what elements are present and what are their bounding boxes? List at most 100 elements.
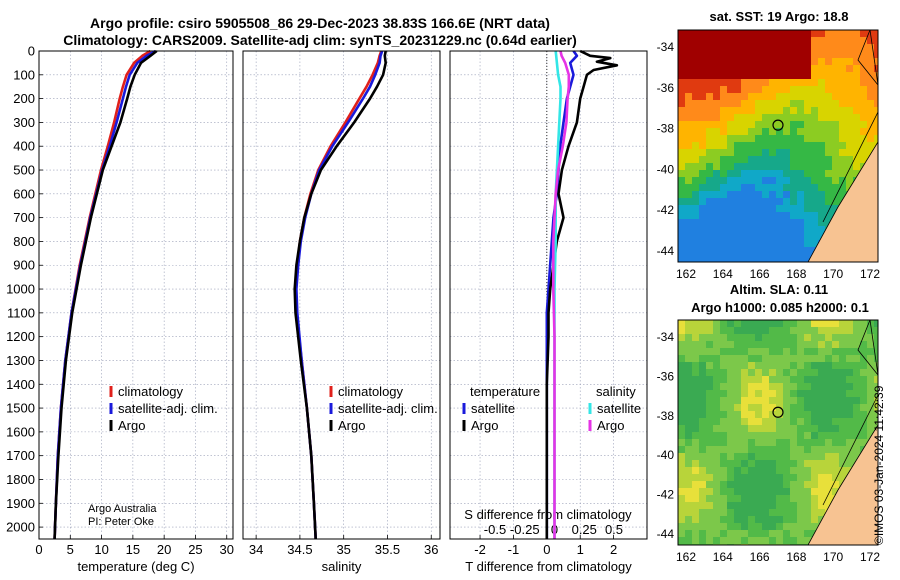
map-cell — [860, 51, 868, 59]
map-cell — [713, 334, 721, 342]
map-cell — [699, 205, 707, 213]
map-cell — [874, 93, 878, 101]
map-cell — [685, 362, 693, 370]
map-cell — [720, 247, 728, 255]
map-cell — [741, 481, 749, 489]
map-cell — [825, 404, 833, 412]
map-cell — [713, 51, 721, 59]
map-cell — [776, 495, 784, 503]
map-cell — [748, 376, 756, 384]
map-cell — [860, 362, 868, 370]
map-y-tick-label: -40 — [657, 162, 675, 176]
map-cell — [797, 247, 805, 255]
map-cell — [727, 432, 735, 440]
map-cell — [692, 467, 700, 475]
map-cell — [720, 72, 728, 80]
map-cell — [804, 198, 812, 206]
map-cell — [853, 355, 861, 363]
map-cell — [804, 128, 812, 136]
map-cell — [748, 233, 756, 241]
map-x-tick-label: 166 — [750, 550, 770, 564]
map-cell — [720, 488, 728, 496]
map-cell — [818, 44, 826, 52]
map-cell — [783, 93, 791, 101]
map-cell — [769, 135, 777, 143]
map-cell — [776, 425, 784, 433]
map-cell — [825, 369, 833, 377]
map-cell — [706, 432, 714, 440]
map-cell — [839, 44, 847, 52]
map-cell — [706, 530, 714, 538]
map-cell — [692, 254, 700, 262]
map-cell — [748, 65, 756, 73]
map-cell — [678, 348, 686, 356]
map-cell — [804, 404, 812, 412]
map-cell — [678, 205, 686, 213]
map-cell — [755, 474, 763, 482]
map-cell — [783, 44, 791, 52]
map-cell — [685, 121, 693, 129]
map-cell — [832, 142, 840, 150]
map-cell — [846, 453, 854, 461]
map-cell — [797, 362, 805, 370]
map-cell — [846, 320, 854, 328]
map-cell — [867, 128, 875, 136]
map-cell — [699, 233, 707, 241]
map-cell — [818, 93, 826, 101]
map-cell — [734, 404, 742, 412]
map-cell — [874, 334, 878, 342]
map-cell — [685, 327, 693, 335]
map-cell — [678, 79, 686, 87]
map-cell — [713, 411, 721, 419]
map-cell — [797, 488, 805, 496]
map-cell — [734, 425, 742, 433]
map-cell — [706, 397, 714, 405]
map-cell — [790, 156, 798, 164]
map-cell — [727, 355, 735, 363]
map-cell — [867, 86, 875, 94]
map-cell — [720, 212, 728, 220]
map-cell — [797, 72, 805, 80]
map-cell — [755, 362, 763, 370]
map-cell — [706, 191, 714, 199]
map-cell — [797, 390, 805, 398]
map-cell — [699, 411, 707, 419]
map-cell — [692, 432, 700, 440]
map-cell — [804, 205, 812, 213]
map-cell — [755, 79, 763, 87]
map-cell — [818, 128, 826, 136]
map-cell — [797, 44, 805, 52]
map-cell — [797, 149, 805, 157]
map-cell — [804, 348, 812, 356]
map-cell — [825, 376, 833, 384]
map-cell — [699, 219, 707, 227]
map-cell — [769, 453, 777, 461]
map-cell — [762, 121, 770, 129]
map-cell — [692, 369, 700, 377]
map-cell — [804, 44, 812, 52]
map-cell — [727, 30, 735, 38]
map-cell — [720, 418, 728, 426]
map-cell — [727, 509, 735, 517]
map-cell — [783, 30, 791, 38]
map-cell — [832, 149, 840, 157]
map-cell — [713, 537, 721, 545]
map-cell — [734, 114, 742, 122]
map-cell — [706, 390, 714, 398]
map-cell — [811, 240, 819, 248]
map-cell — [811, 212, 819, 220]
map-cell — [741, 397, 749, 405]
map-field — [678, 320, 878, 545]
map-cell — [762, 425, 770, 433]
map-cell — [804, 467, 812, 475]
map-cell — [811, 516, 819, 524]
map-cell — [734, 516, 742, 524]
map-cell — [769, 467, 777, 475]
map-cell — [818, 425, 826, 433]
map-cell — [678, 170, 686, 178]
map-cell — [734, 418, 742, 426]
map-cell — [769, 460, 777, 468]
map-cell — [860, 30, 868, 38]
map-cell — [706, 170, 714, 178]
map-cell — [741, 79, 749, 87]
